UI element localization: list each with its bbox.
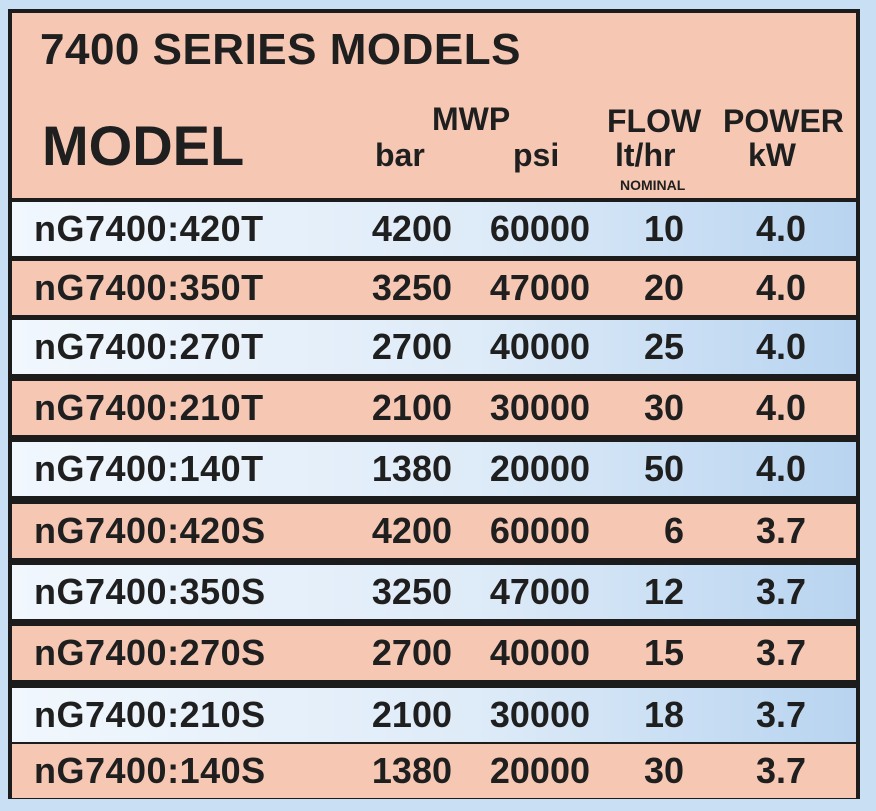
model-cell: nG7400:210T [34, 387, 264, 428]
flow-cell: 30 [643, 750, 684, 791]
table-row: nG7400:270T 2700 40000 25 4.0 [12, 320, 856, 374]
table-row: nG7400:350T 3250 47000 20 4.0 [12, 261, 856, 315]
model-cell: nG7400:210S [34, 694, 266, 735]
bar-cell: 3250 [371, 267, 452, 308]
bar-cell: 2100 [371, 387, 452, 428]
power-unit-header: kW [748, 137, 796, 173]
bar-cell: 1380 [371, 448, 452, 489]
power-cell: 3.7 [755, 750, 807, 791]
psi-cell: 47000 [489, 267, 590, 308]
flow-unit-header: lt/hr [615, 137, 676, 173]
power-header: POWER [723, 103, 844, 139]
model-cell: nG7400:140T [34, 448, 264, 489]
model-cell: nG7400:350T [34, 267, 264, 308]
psi-cell: 20000 [489, 750, 590, 791]
model-cell: nG7400:420S [34, 510, 266, 551]
bar-cell: 2100 [371, 694, 452, 735]
psi-cell: 30000 [489, 387, 590, 428]
table-row: nG7400:210S 2100 30000 18 3.7 [12, 688, 856, 742]
table-header: 7400 SERIES MODELS MODEL MWP bar psi FLO… [8, 9, 860, 198]
psi-cell: 40000 [489, 326, 590, 367]
series-title: 7400 SERIES MODELS [40, 25, 521, 74]
flow-cell: 20 [643, 267, 684, 308]
flow-cell: 10 [643, 208, 684, 249]
power-cell: 3.7 [755, 632, 807, 673]
table-row: nG7400:270S 2700 40000 15 3.7 [12, 626, 856, 680]
bar-unit-header: bar [375, 137, 425, 173]
power-cell: 4.0 [755, 267, 807, 308]
psi-cell: 60000 [489, 208, 590, 249]
bar-cell: 2700 [371, 632, 452, 673]
flow-cell: 6 [663, 510, 684, 551]
flow-header: FLOW [607, 103, 702, 139]
flow-nominal-note: NOMINAL [620, 177, 686, 193]
power-cell: 3.7 [755, 694, 807, 735]
flow-cell: 50 [643, 448, 684, 489]
psi-cell: 40000 [489, 632, 590, 673]
table-row: nG7400:350S 3250 47000 12 3.7 [12, 565, 856, 619]
flow-cell: 12 [643, 571, 684, 612]
table-row: nG7400:210T 2100 30000 30 4.0 [12, 381, 856, 435]
psi-unit-header: psi [513, 137, 560, 173]
psi-cell: 60000 [489, 510, 590, 551]
bar-cell: 4200 [371, 510, 452, 551]
table-row: nG7400:140S 1380 20000 30 3.7 [12, 744, 856, 798]
model-cell: nG7400:140S [34, 750, 266, 791]
table-row: nG7400:420S 4200 60000 6 3.7 [12, 504, 856, 558]
table-row: nG7400:420T 4200 60000 10 4.0 [12, 202, 856, 256]
power-cell: 4.0 [755, 448, 807, 489]
power-cell: 3.7 [755, 510, 807, 551]
bar-cell: 3250 [371, 571, 452, 612]
flow-cell: 15 [643, 632, 684, 673]
model-cell: nG7400:420T [34, 208, 264, 249]
mwp-header: MWP [432, 101, 511, 137]
model-cell: nG7400:270T [34, 326, 264, 367]
power-cell: 4.0 [755, 387, 807, 428]
psi-cell: 20000 [489, 448, 590, 489]
flow-cell: 18 [643, 694, 684, 735]
table-row: nG7400:140T 1380 20000 50 4.0 [12, 442, 856, 496]
flow-cell: 30 [643, 387, 684, 428]
bar-cell: 4200 [371, 208, 452, 249]
model-cell: nG7400:270S [34, 632, 266, 673]
bar-cell: 1380 [371, 750, 452, 791]
power-cell: 3.7 [755, 571, 807, 612]
flow-cell: 25 [643, 326, 684, 367]
psi-cell: 47000 [489, 571, 590, 612]
bar-cell: 2700 [371, 326, 452, 367]
model-cell: nG7400:350S [34, 571, 266, 612]
power-cell: 4.0 [755, 208, 807, 249]
model-column-header: MODEL [42, 114, 245, 177]
power-cell: 4.0 [755, 326, 807, 367]
psi-cell: 30000 [489, 694, 590, 735]
